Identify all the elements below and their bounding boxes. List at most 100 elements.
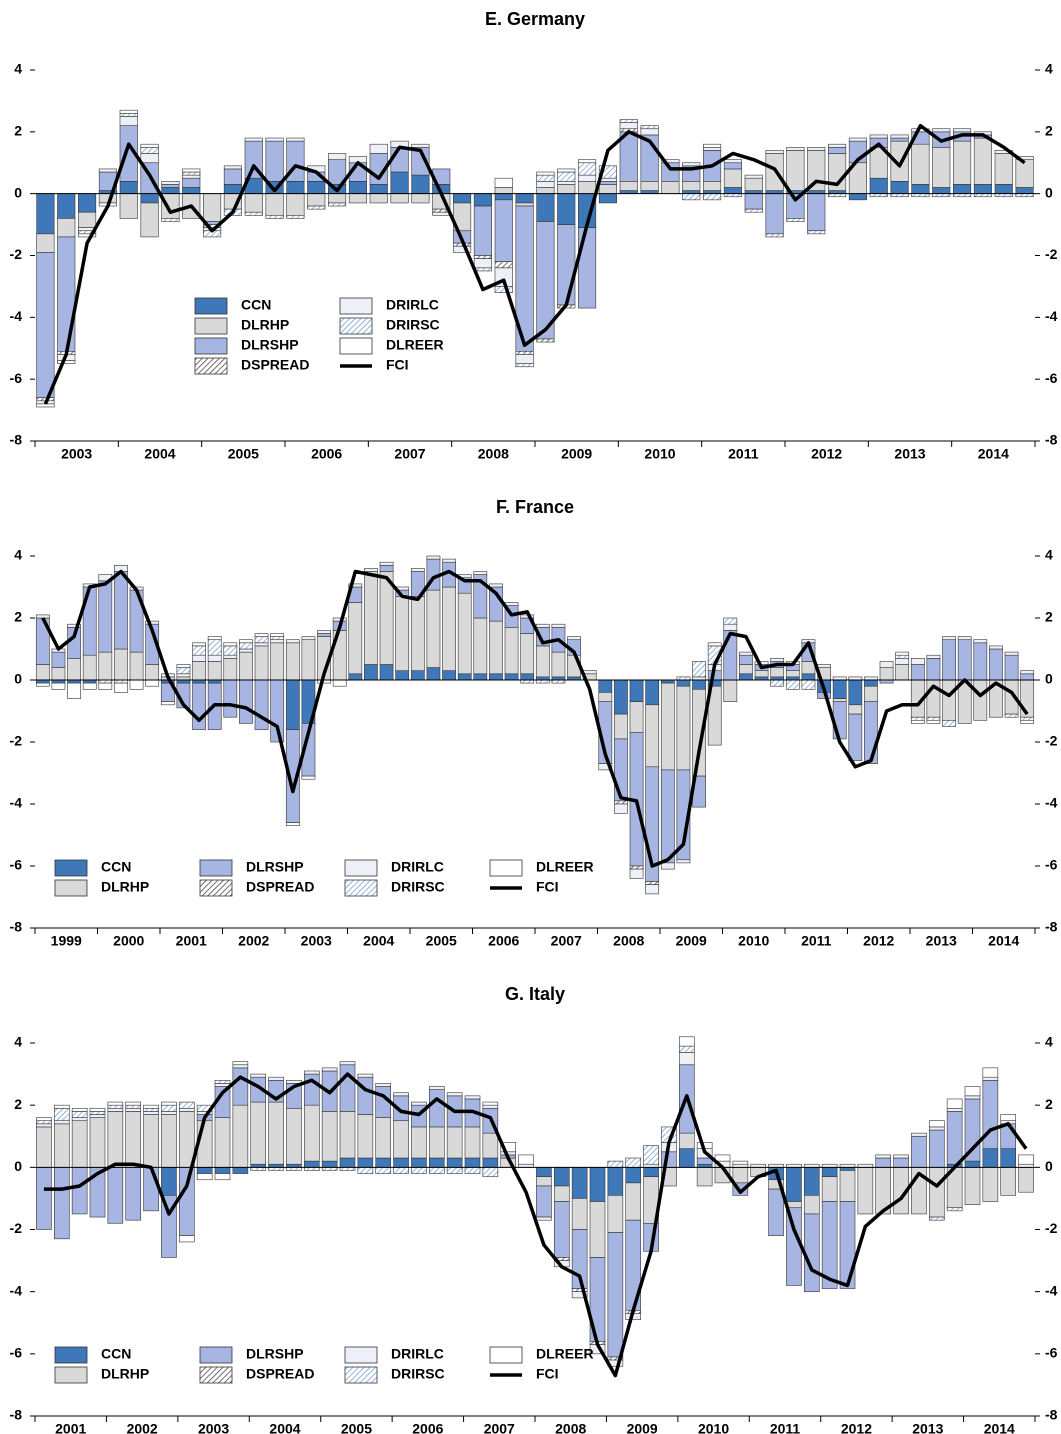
bar-segment <box>770 657 785 662</box>
bar-segment <box>36 233 55 253</box>
legend-label: DSPREAD <box>246 879 314 895</box>
bar-segment <box>754 670 769 678</box>
y2-tick-label: -6 <box>1045 370 1058 386</box>
bar-segment <box>364 571 378 665</box>
bar-segment <box>535 623 550 628</box>
bar-segment <box>660 862 675 870</box>
bar-segment <box>357 1073 374 1078</box>
bar-segment <box>1015 159 1034 188</box>
legend-label: DSPREAD <box>246 1366 314 1382</box>
legend-swatch <box>339 337 373 355</box>
bar-segment <box>393 1092 409 1097</box>
bar-segment <box>161 1101 177 1106</box>
bar-segment <box>286 137 305 142</box>
bar-segment <box>140 146 159 154</box>
bar-segment <box>285 639 300 644</box>
bar-segment <box>254 636 269 644</box>
bar-segment <box>520 673 535 681</box>
bar-segment <box>143 1114 159 1168</box>
bar-segment <box>125 1101 142 1106</box>
bar-segment <box>244 137 263 142</box>
x-tick-label: 2004 <box>144 446 175 462</box>
bar-segment <box>598 193 617 204</box>
y-tick-label: -2 <box>10 246 23 262</box>
bar-segment <box>926 716 941 721</box>
bar-segment <box>982 1167 999 1202</box>
bar-segment <box>895 654 910 659</box>
bar-segment <box>848 704 863 715</box>
bar-segment <box>71 1120 88 1168</box>
bar-segment <box>464 1126 481 1159</box>
bar-segment <box>707 685 722 746</box>
bar-segment <box>911 184 930 194</box>
bar-segment <box>426 667 441 681</box>
bar-segment <box>140 143 159 148</box>
bar-segment <box>607 1195 624 1233</box>
y-tick-label: 4 <box>14 1034 22 1050</box>
bar-segment <box>640 181 659 191</box>
bar-segment <box>1020 719 1035 724</box>
legend-label: CCN <box>101 859 131 875</box>
bar-segment <box>89 1117 106 1168</box>
legend-swatch <box>194 317 228 335</box>
bar-segment <box>107 1104 124 1109</box>
x-tick-label: 2006 <box>412 1421 443 1434</box>
bar-segment <box>869 134 888 139</box>
bar-segment <box>107 1111 124 1168</box>
bar-segment <box>482 1157 499 1168</box>
bar-segment <box>494 286 513 293</box>
x-tick-label: 2014 <box>988 933 1019 949</box>
bar-segment <box>848 193 867 201</box>
bar-segment <box>482 1101 499 1106</box>
bar-segment <box>723 623 738 631</box>
bar-segment <box>339 1111 356 1159</box>
bar-segment <box>518 1154 534 1165</box>
bar-segment <box>645 884 660 895</box>
bar-segment <box>143 1111 159 1115</box>
legend-swatch <box>489 859 523 877</box>
bar-segment <box>473 193 492 207</box>
bar-segment <box>489 673 503 681</box>
bar-segment <box>348 193 367 204</box>
y2-tick-label: -4 <box>1045 795 1058 811</box>
bar-segment <box>739 673 753 681</box>
bar-segment <box>494 261 513 269</box>
bar-segment <box>395 670 410 681</box>
bar-segment <box>515 193 534 204</box>
legend-swatch <box>54 1346 88 1364</box>
bar-segment <box>890 134 909 139</box>
bar-segment <box>964 1160 981 1168</box>
bar-segment <box>953 128 972 133</box>
chart-title: F. France <box>496 497 574 517</box>
bar-segment <box>703 143 722 148</box>
legend-swatch <box>194 357 228 375</box>
bar-segment <box>598 181 617 185</box>
bar-segment <box>207 661 222 681</box>
bar-segment <box>411 1167 427 1174</box>
legend-label: CCN <box>101 1346 131 1362</box>
x-tick-label: 2009 <box>676 933 707 949</box>
bar-segment <box>536 1167 552 1177</box>
x-tick-label: 2007 <box>484 1421 515 1434</box>
bar-segment <box>732 1167 749 1184</box>
bar-segment <box>332 617 347 622</box>
bar-segment <box>536 174 555 182</box>
y-tick-label: -8 <box>10 1407 23 1423</box>
bar-segment <box>285 822 300 826</box>
bar-segment <box>614 738 628 802</box>
bar-segment <box>832 698 847 702</box>
bar-segment <box>303 1160 320 1168</box>
bar-segment <box>803 1213 820 1292</box>
bar-segment <box>239 651 253 681</box>
bar-segment <box>578 181 597 194</box>
y2-tick-label: -8 <box>1045 1407 1058 1423</box>
bar-segment <box>254 633 269 637</box>
bar-segment <box>982 1067 999 1078</box>
bar-segment <box>214 1167 231 1174</box>
y2-tick-label: -2 <box>1045 246 1058 262</box>
bar-segment <box>192 661 206 681</box>
bar-segment <box>875 1154 892 1159</box>
bar-segment <box>357 1167 374 1174</box>
bar-segment <box>536 171 555 176</box>
bar-segment <box>964 1095 981 1100</box>
